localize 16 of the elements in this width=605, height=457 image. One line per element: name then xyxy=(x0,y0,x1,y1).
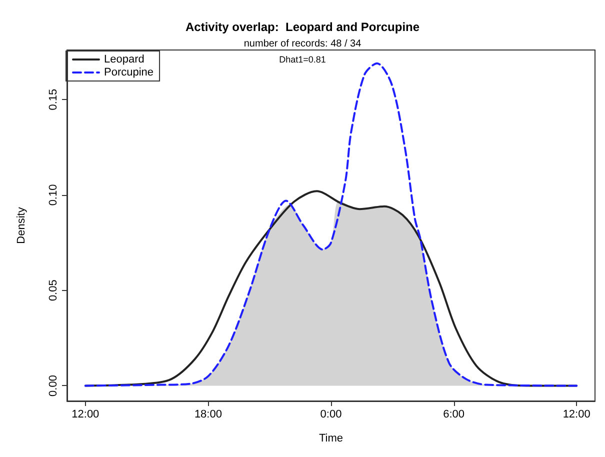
chart-title: Activity overlap: Leopard and Porcupine xyxy=(185,20,420,34)
legend-label: Porcupine xyxy=(104,66,154,78)
x-tick-label: 6:00 xyxy=(443,408,464,420)
y-tick-label: 0.15 xyxy=(48,88,60,110)
annotation: Dhat1=0.81 xyxy=(279,54,326,64)
y-tick-label: 0.10 xyxy=(48,184,60,206)
x-axis-title: Time xyxy=(318,432,344,444)
x-tick-label: 12:00 xyxy=(562,408,590,420)
y-tick-label: 0.00 xyxy=(48,375,60,396)
y-tick-label: 0.05 xyxy=(48,280,60,302)
chart-subtitle: number of records: 48 / 34 xyxy=(244,38,362,50)
x-tick-label: 18:00 xyxy=(194,408,222,420)
x-tick-label: 12:00 xyxy=(72,408,100,420)
x-tick-label: 0:00 xyxy=(320,408,342,420)
y-axis-title: Density xyxy=(16,206,28,244)
legend-label: Leopard xyxy=(104,54,144,66)
